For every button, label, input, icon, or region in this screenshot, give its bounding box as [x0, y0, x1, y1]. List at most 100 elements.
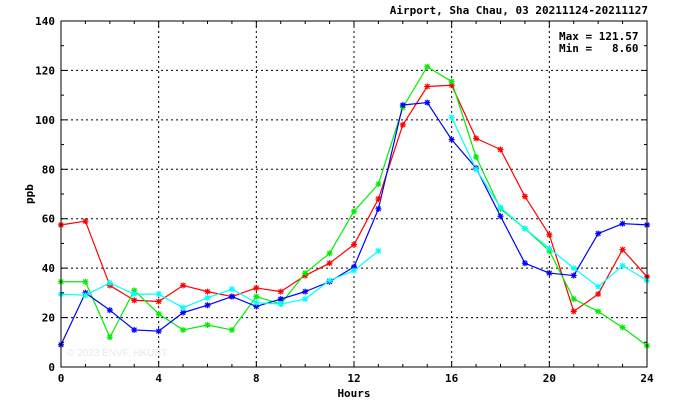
data-point — [375, 195, 382, 202]
data-point — [424, 63, 431, 70]
marker-stroke — [522, 193, 528, 200]
data-point — [497, 204, 504, 211]
marker-stroke — [180, 305, 186, 311]
data-point — [228, 293, 235, 300]
data-point — [155, 298, 162, 305]
marker-stroke — [107, 307, 113, 313]
data-point — [570, 296, 577, 303]
marker-stroke — [571, 265, 577, 271]
data-point — [204, 321, 211, 328]
marker-stroke — [619, 220, 626, 227]
min-label: Min = 8.60 — [559, 42, 638, 55]
marker-stroke — [204, 302, 211, 308]
data-point — [277, 300, 284, 307]
data-point — [180, 282, 187, 289]
data-point — [448, 136, 455, 143]
marker-stroke — [375, 196, 382, 202]
marker-stroke — [302, 270, 308, 276]
marker-stroke — [326, 260, 333, 266]
data-point — [155, 328, 162, 335]
data-point — [375, 181, 382, 188]
marker-stroke — [497, 146, 504, 153]
marker-stroke — [351, 241, 357, 248]
y-tick-label: 40 — [42, 262, 55, 275]
data-point — [448, 78, 455, 85]
data-point — [82, 278, 89, 285]
data-point — [473, 153, 480, 160]
data-point — [595, 291, 602, 298]
data-point — [619, 262, 626, 269]
marker-stroke — [400, 122, 406, 128]
data-point — [131, 291, 138, 298]
data-point — [546, 270, 553, 277]
y-tick-label: 60 — [42, 213, 55, 226]
markers-group — [58, 63, 650, 349]
marker-stroke — [107, 280, 113, 286]
marker-stroke — [131, 297, 137, 303]
marker-stroke — [351, 267, 357, 274]
data-point — [521, 225, 528, 232]
marker-stroke — [180, 282, 186, 289]
data-point — [180, 304, 187, 311]
tick-labels: 0 4 8 12 16 20 24 0 20 40 60 80 100 120 140 — [35, 15, 654, 385]
marker-stroke — [546, 270, 553, 276]
x-tick-label: 8 — [253, 372, 260, 385]
data-point — [82, 218, 89, 225]
x-tick-label: 12 — [347, 372, 360, 385]
data-point — [595, 230, 602, 237]
data-point — [521, 193, 528, 200]
marker-stroke — [571, 296, 577, 302]
data-point — [351, 208, 357, 215]
data-point — [131, 297, 138, 304]
marker-stroke — [448, 136, 455, 143]
data-point — [228, 286, 235, 293]
marker-stroke — [424, 83, 430, 90]
x-axis-label: Hours — [337, 387, 370, 400]
data-point — [155, 291, 162, 298]
data-point — [106, 279, 113, 286]
marker-stroke — [424, 64, 430, 70]
data-point — [570, 265, 577, 272]
data-point — [399, 121, 406, 128]
data-point — [546, 245, 553, 252]
marker-stroke — [595, 230, 601, 237]
marker-stroke — [546, 232, 553, 238]
data-point — [302, 288, 309, 295]
marker-stroke — [82, 279, 89, 285]
data-point — [204, 302, 211, 309]
marker-stroke — [375, 206, 382, 212]
marker-stroke — [326, 277, 333, 284]
marker-stroke — [546, 245, 553, 252]
marker-stroke — [375, 248, 382, 254]
data-point — [82, 292, 89, 299]
marker-stroke — [326, 250, 333, 256]
marker-stroke — [375, 181, 382, 187]
marker-stroke — [522, 225, 528, 232]
marker-stroke — [400, 102, 406, 108]
marker-stroke — [448, 114, 455, 121]
marker-stroke — [131, 291, 137, 297]
x-tick-label: 0 — [58, 372, 65, 385]
marker-stroke — [204, 322, 211, 328]
marker-stroke — [155, 298, 162, 305]
data-point — [424, 83, 431, 90]
marker-stroke — [497, 204, 504, 211]
data-point — [473, 166, 480, 173]
marker-stroke — [571, 308, 577, 315]
series-line-3 — [60, 101, 648, 346]
marker-stroke — [155, 328, 162, 334]
marker-stroke — [595, 291, 601, 297]
data-point — [302, 296, 309, 303]
data-point — [277, 288, 284, 295]
marker-stroke — [619, 262, 626, 269]
data-point — [619, 246, 626, 253]
x-tick-label: 16 — [445, 372, 459, 385]
marker-stroke — [155, 311, 162, 317]
marker-stroke — [229, 286, 235, 292]
data-point — [253, 293, 260, 300]
marker-stroke — [473, 166, 479, 172]
marker-stroke — [253, 300, 260, 306]
marker-stroke — [473, 135, 479, 142]
marker-stroke — [82, 218, 89, 224]
